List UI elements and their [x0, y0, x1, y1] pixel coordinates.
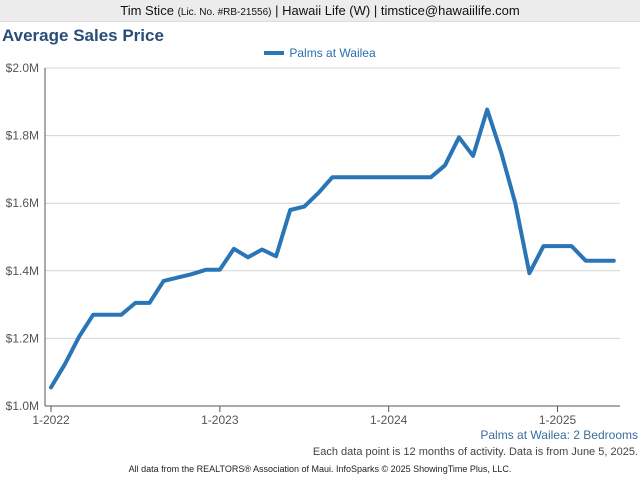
agent-license: (Lic. No. #RB-21556): [177, 7, 272, 18]
data-note: Each data point is 12 months of activity…: [312, 446, 638, 458]
legend: Palms at Wailea: [0, 46, 640, 60]
y-tick-label: $1.8M: [6, 129, 39, 143]
y-tick-label: $1.2M: [6, 331, 39, 345]
x-tick-label: 1-2025: [539, 413, 577, 427]
series-line: [49, 107, 616, 390]
x-tick-label: 1-2022: [32, 413, 70, 427]
legend-swatch: [264, 50, 285, 55]
x-tick-label: 1-2024: [370, 413, 408, 427]
chart-subtitle: Palms at Wailea: 2 Bedrooms: [480, 428, 638, 442]
agent-name: Tim Stice: [120, 3, 174, 18]
y-tick-label: $1.6M: [6, 196, 39, 210]
agent-header: Tim Stice (Lic. No. #RB-21556) | Hawaii …: [0, 0, 640, 22]
y-tick-label: $1.0M: [6, 399, 39, 413]
chart-title: Average Sales Price: [2, 26, 164, 45]
x-tick-label: 1-2023: [201, 413, 239, 427]
footer-credit: All data from the REALTORS® Association …: [128, 464, 512, 474]
agent-details: | Hawaii Life (W) | timstice@hawaiilife.…: [275, 3, 520, 18]
legend-label: Palms at Wailea: [289, 46, 376, 60]
y-tick-label: $2.0M: [6, 61, 39, 75]
y-tick-label: $1.4M: [6, 264, 39, 278]
